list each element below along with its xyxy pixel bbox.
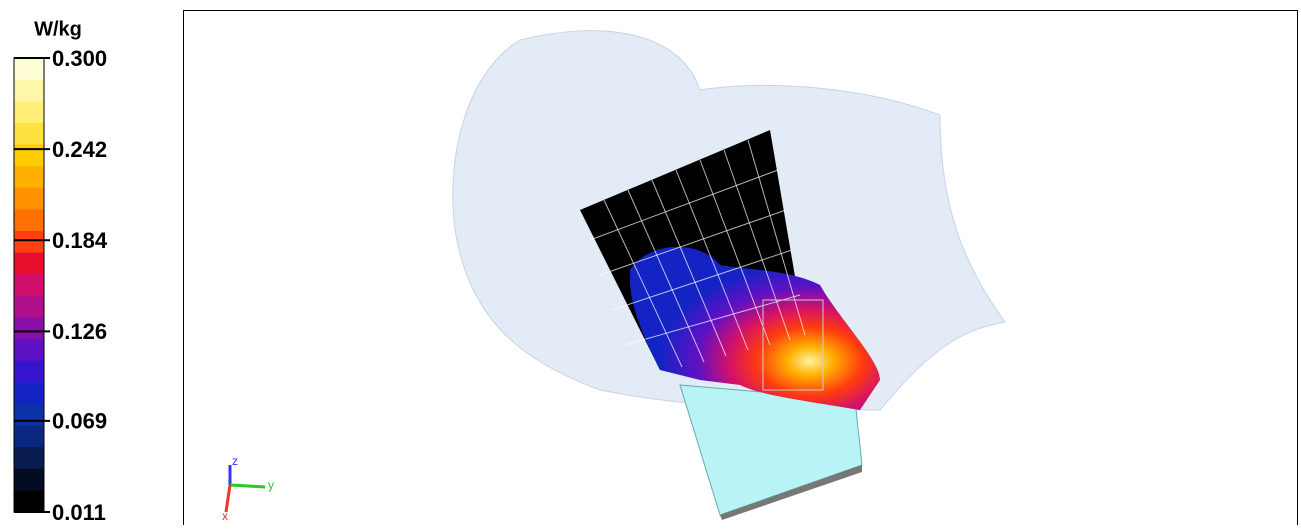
phone-edge: [720, 465, 862, 520]
colorbar-band: [14, 122, 44, 145]
colorbar-band: [14, 403, 44, 427]
colorbar-band: [14, 187, 44, 210]
y-label: y: [268, 478, 274, 492]
colorbar-band: [14, 166, 44, 189]
axes-triad: z y x: [222, 454, 274, 523]
colorbar-tick-label: 0.069: [52, 409, 107, 434]
colorbar-band: [14, 382, 44, 405]
colorbar-band: [14, 144, 44, 167]
sar-hotspot: [629, 246, 880, 410]
colorbar-band: [14, 252, 44, 275]
colorbar-band: [14, 339, 44, 362]
colorbar-band: [14, 295, 44, 318]
colorbar-band: [14, 468, 44, 491]
colorbar-band: [14, 447, 44, 470]
zoom-scan-box: [762, 299, 824, 391]
colorbar-band: [14, 79, 44, 102]
x-axis: [224, 484, 232, 513]
x-label: x: [222, 509, 228, 523]
colorbar-tick-label: 0.184: [52, 228, 108, 253]
colorbar-band: [14, 230, 44, 254]
colorbar-tick-label: 0.242: [52, 137, 107, 162]
colorbar-band: [14, 425, 44, 448]
y-axis: [229, 483, 266, 489]
scan-grid: [589, 139, 806, 368]
colorbar-band: [14, 58, 44, 81]
z-label: z: [232, 454, 238, 468]
colorbar-tick-label: 0.011: [52, 500, 106, 525]
colorbar-unit: W/kg: [34, 18, 82, 40]
colorbar-band: [14, 209, 44, 232]
colorbar-band: [14, 490, 44, 513]
colorbar-band: [14, 274, 44, 297]
colorbar-band: [14, 101, 44, 124]
colorbar-tick-label: 0.126: [52, 319, 107, 344]
colorbar-tick-label: 0.300: [52, 46, 107, 71]
colorbar-band: [14, 317, 44, 340]
colorbar-band: [14, 360, 44, 383]
